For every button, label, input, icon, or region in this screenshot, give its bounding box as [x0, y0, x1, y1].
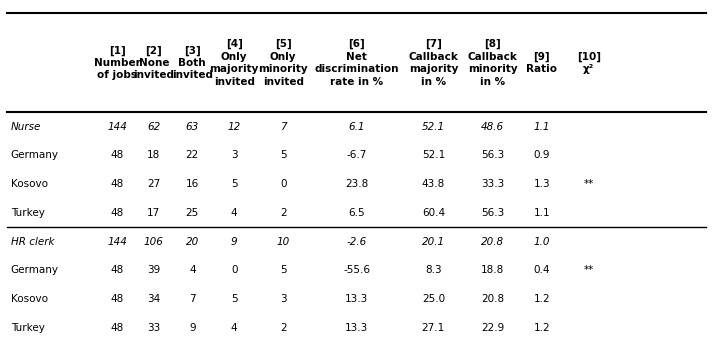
Text: 48: 48: [111, 179, 124, 189]
Text: 22.9: 22.9: [481, 323, 504, 333]
Text: 1.2: 1.2: [533, 323, 550, 333]
Text: 0: 0: [231, 265, 237, 275]
Text: 48: 48: [111, 294, 124, 304]
Text: 18.8: 18.8: [481, 265, 504, 275]
Text: [3]
Both
invited: [3] Both invited: [172, 45, 212, 80]
Text: Nurse: Nurse: [11, 122, 41, 132]
Text: Germany: Germany: [11, 265, 58, 275]
Text: 20.1: 20.1: [422, 237, 445, 247]
Text: 5: 5: [231, 294, 237, 304]
Text: 33.3: 33.3: [481, 179, 504, 189]
Text: 4: 4: [189, 265, 195, 275]
Text: 23.8: 23.8: [345, 179, 368, 189]
Text: 17: 17: [148, 208, 160, 218]
Text: 0.9: 0.9: [533, 150, 550, 160]
Text: 27.1: 27.1: [421, 323, 445, 333]
Text: 48: 48: [111, 208, 124, 218]
Text: 39: 39: [148, 265, 160, 275]
Text: 25: 25: [185, 208, 199, 218]
Text: 1.1: 1.1: [533, 208, 550, 218]
Text: [5]
Only
minority
invited: [5] Only minority invited: [258, 39, 308, 87]
Text: 22: 22: [185, 150, 199, 160]
Text: 1.2: 1.2: [533, 294, 550, 304]
Text: 34: 34: [148, 294, 160, 304]
Text: 20.8: 20.8: [481, 294, 504, 304]
Text: 20.8: 20.8: [481, 237, 504, 247]
Text: 144: 144: [107, 122, 127, 132]
Text: 48.6: 48.6: [481, 122, 504, 132]
Text: [8]
Callback
minority
in %: [8] Callback minority in %: [468, 39, 518, 87]
Text: 16: 16: [185, 179, 199, 189]
Text: 52.1: 52.1: [422, 122, 445, 132]
Text: 144: 144: [107, 237, 127, 247]
Text: -2.6: -2.6: [347, 237, 366, 247]
Text: Kosovo: Kosovo: [11, 294, 48, 304]
Text: 106: 106: [144, 237, 164, 247]
Text: 7: 7: [279, 122, 287, 132]
Text: 3: 3: [279, 294, 287, 304]
Text: 52.1: 52.1: [421, 150, 445, 160]
Text: 4: 4: [231, 323, 237, 333]
Text: 62: 62: [148, 122, 160, 132]
Text: Turkey: Turkey: [11, 323, 44, 333]
Text: HR clerk: HR clerk: [11, 237, 54, 247]
Text: 18: 18: [148, 150, 160, 160]
Text: 12: 12: [227, 122, 241, 132]
Text: 48: 48: [111, 265, 124, 275]
Text: 9: 9: [231, 237, 237, 247]
Text: 1.0: 1.0: [533, 237, 550, 247]
Text: 2: 2: [279, 323, 287, 333]
Text: Turkey: Turkey: [11, 208, 44, 218]
Text: Kosovo: Kosovo: [11, 179, 48, 189]
Text: 9: 9: [189, 323, 195, 333]
Text: 20: 20: [185, 237, 199, 247]
Text: 60.4: 60.4: [422, 208, 445, 218]
Text: 7: 7: [189, 294, 195, 304]
Text: 33: 33: [148, 323, 160, 333]
Text: 5: 5: [279, 150, 287, 160]
Text: [6]
Net
discrimination
rate in %: [6] Net discrimination rate in %: [314, 39, 399, 87]
Text: [2]
None
invited: [2] None invited: [133, 45, 175, 80]
Text: 13.3: 13.3: [345, 323, 368, 333]
Text: 5: 5: [279, 265, 287, 275]
Text: 48: 48: [111, 150, 124, 160]
Text: 56.3: 56.3: [481, 150, 504, 160]
Text: [7]
Callback
majority
in %: [7] Callback majority in %: [409, 39, 458, 87]
Text: 56.3: 56.3: [481, 208, 504, 218]
Text: 4: 4: [231, 208, 237, 218]
Text: 63: 63: [185, 122, 199, 132]
Text: 48: 48: [111, 323, 124, 333]
Text: [1]
Number
of jobs: [1] Number of jobs: [94, 45, 140, 80]
Text: [10]
χ²: [10] χ²: [577, 52, 601, 74]
Text: 2: 2: [279, 208, 287, 218]
Text: **: **: [584, 265, 594, 275]
Text: [9]
Ratio: [9] Ratio: [526, 52, 557, 74]
Text: 25.0: 25.0: [422, 294, 445, 304]
Text: 0.4: 0.4: [533, 265, 550, 275]
Text: -55.6: -55.6: [343, 265, 370, 275]
Text: 1.3: 1.3: [533, 179, 550, 189]
Text: [4]
Only
majority
invited: [4] Only majority invited: [210, 39, 259, 87]
Text: -6.7: -6.7: [347, 150, 366, 160]
Text: Germany: Germany: [11, 150, 58, 160]
Text: 10: 10: [277, 237, 289, 247]
Text: 6.1: 6.1: [348, 122, 365, 132]
Text: 8.3: 8.3: [425, 265, 441, 275]
Text: 13.3: 13.3: [345, 294, 368, 304]
Text: 27: 27: [148, 179, 160, 189]
Text: **: **: [584, 179, 594, 189]
Text: 43.8: 43.8: [421, 179, 445, 189]
Text: 6.5: 6.5: [348, 208, 365, 218]
Text: 1.1: 1.1: [533, 122, 550, 132]
Text: 3: 3: [231, 150, 237, 160]
Text: 0: 0: [280, 179, 287, 189]
Text: 5: 5: [231, 179, 237, 189]
